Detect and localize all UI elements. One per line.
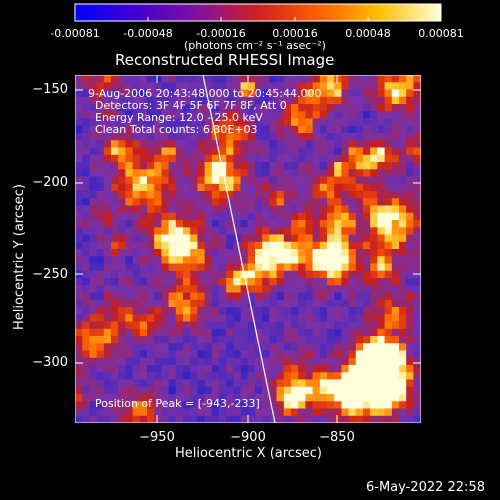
- energy-range-info: Energy Range: 12.0 - 25.0 keV: [95, 111, 263, 124]
- x-tick-label: −900: [230, 430, 266, 445]
- y-axis-label: Heliocentric Y (arcsec): [12, 184, 27, 330]
- y-tick-label: −200: [32, 175, 68, 190]
- observation-time-range: 9-Aug-2006 20:43:48.000 to 20:45:44.000: [88, 87, 322, 100]
- colorbar-tick-label: -0.00081: [50, 27, 100, 40]
- colorbar-tick-label: 0.00081: [418, 27, 464, 40]
- detectors-info: Detectors: 3F 4F 5F 6F 7F 8F, Att 0: [95, 99, 287, 112]
- peak-position-label: Position of Peak = [-943,-233]: [95, 397, 260, 410]
- x-tick-label: −950: [139, 430, 175, 445]
- colorbar-tick-label: 0.00016: [272, 27, 318, 40]
- x-tick-label: −850: [319, 430, 355, 445]
- y-tick-label: −250: [32, 267, 68, 282]
- colorbar-units-label: (photons cm⁻² s⁻¹ asec⁻²): [184, 39, 326, 52]
- y-tick-label: −300: [32, 355, 68, 370]
- colorbar-tick-label: -0.00048: [123, 27, 173, 40]
- rhessi-image: [75, 75, 421, 423]
- x-axis-label: Heliocentric X (arcsec): [175, 446, 322, 461]
- colorbar-tick-label: -0.00016: [196, 27, 246, 40]
- plot-title: Reconstructed RHESSI Image: [115, 51, 335, 69]
- plot-timestamp: 6-May-2022 22:58: [366, 480, 485, 495]
- y-tick-label: −150: [32, 82, 68, 97]
- colorbar-tick-label: 0.00048: [345, 27, 391, 40]
- colorbar: [74, 3, 442, 22]
- clean-counts-info: Clean Total counts: 6.30E+03: [95, 123, 258, 136]
- solar-limb-line: [202, 75, 276, 423]
